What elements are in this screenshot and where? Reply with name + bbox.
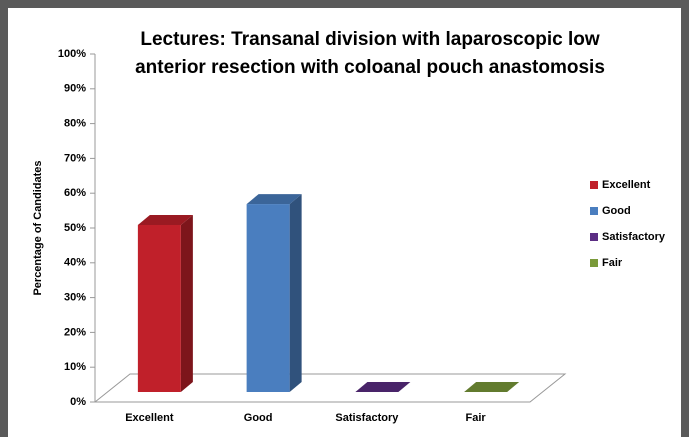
legend-swatch (590, 181, 598, 189)
chart-area (8, 8, 681, 437)
floor (93, 373, 567, 403)
y-tick-label: 10% (64, 361, 86, 373)
legend-swatch (590, 259, 598, 267)
bar-top (137, 214, 193, 225)
bar-top (464, 382, 520, 392)
y-tick-label: 80% (64, 118, 86, 130)
legend-swatch (590, 233, 598, 241)
legend-label: Fair (602, 257, 623, 269)
y-tick-label: 40% (64, 257, 86, 269)
y-tick-label: 70% (64, 152, 86, 164)
y-tick-label: 50% (64, 222, 86, 234)
x-tick-label: Fair (466, 412, 487, 424)
y-tick-label: 0% (70, 396, 86, 408)
y-tick-label: 20% (64, 326, 86, 338)
y-tick-label: 90% (64, 83, 86, 95)
chart-title: anterior resection with coloanal pouch a… (135, 57, 605, 78)
legend-label: Good (602, 205, 631, 217)
bar (246, 204, 290, 392)
y-axis-label: Percentage of Candidates (32, 160, 44, 295)
y-tick-label: 60% (64, 187, 86, 199)
bar-top (355, 382, 411, 392)
bar-side (289, 194, 302, 392)
x-tick-label: Satisfactory (335, 412, 399, 424)
legend-swatch (590, 207, 598, 215)
legend-label: Satisfactory (602, 231, 666, 243)
legend-label: Excellent (602, 179, 651, 191)
chart-title: Lectures: Transanal division with laparo… (140, 29, 600, 50)
x-tick-label: Good (244, 412, 273, 424)
bar (137, 224, 181, 392)
y-tick-label: 100% (58, 48, 86, 60)
bar-top (246, 194, 302, 205)
bar-side (180, 214, 193, 392)
y-tick-label: 30% (64, 292, 86, 304)
x-tick-label: Excellent (125, 412, 174, 424)
